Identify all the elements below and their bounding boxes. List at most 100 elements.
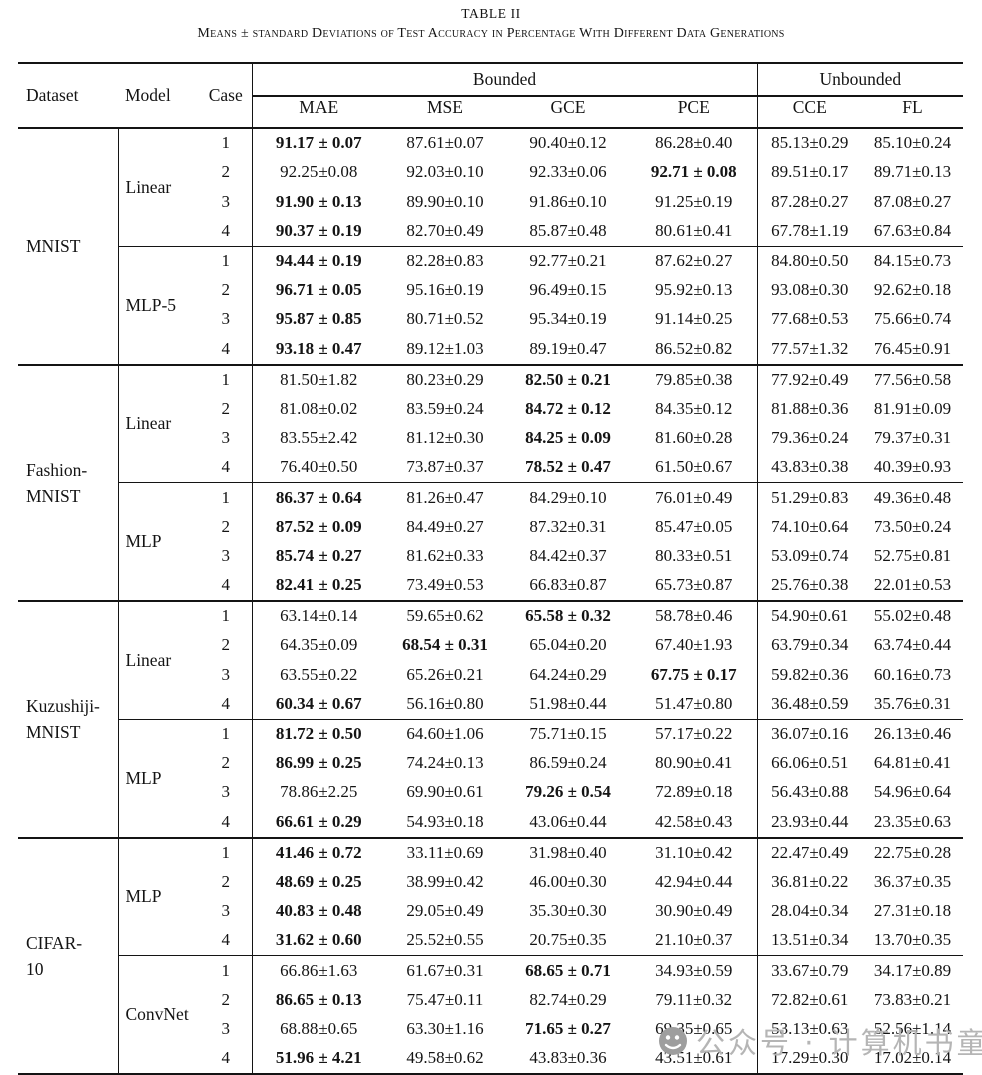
value-cell-mse: 61.67±0.31 [385, 955, 505, 986]
value-cell-cce: 36.81±0.22 [771, 871, 849, 891]
case-cell: 4 [200, 926, 253, 956]
model-cell: Linear [118, 363, 200, 483]
model-cell: MLP-5 [118, 245, 200, 365]
table-row: 3 85.74 ± 0.27 81.62±0.33 84.42±0.37 80.33±0… [18, 541, 963, 571]
case-cell: 1 [200, 245, 253, 276]
value-cell-mae: 93.18 ± 0.47 [275, 338, 362, 358]
value-cell-gce: 20.75±0.35 [529, 930, 607, 950]
col-group-bounded: Bounded [252, 63, 758, 97]
value-cell-pce: 95.92±0.13 [631, 275, 758, 306]
value-cell-cce: 25.76±0.38 [771, 575, 849, 595]
value-cell-fl: 27.31±0.18 [873, 901, 952, 921]
value-cell-mae: 60.34 ± 0.67 [275, 693, 362, 713]
value-cell-pce: 42.58±0.43 [631, 807, 758, 838]
value-cell-cce: 28.04±0.34 [771, 901, 849, 921]
value-cell-gce: 90.40±0.12 [505, 126, 631, 159]
col-header-fl: FL [862, 96, 964, 129]
value-cell-mse: 92.03±0.10 [406, 162, 484, 182]
value-cell-gce: 85.87±0.48 [529, 220, 607, 240]
table-row: CIFAR- 10 MLP 1 41.46 ± 0.72 33.11±0.69 31.98±… [18, 836, 964, 1074]
value-cell-cce: 77.68±0.53 [771, 309, 849, 329]
value-cell-pce: 65.73±0.87 [631, 570, 758, 601]
value-cell-fl: 36.37±0.35 [873, 871, 952, 891]
value-cell-pce: 84.35±0.12 [631, 394, 758, 424]
case-cell: 2 [200, 985, 253, 1015]
table-row: 3 83.55±2.42 81.12±0.30 84.25 ± 0.09 81.60±0… [18, 423, 963, 454]
value-cell-fl: 63.74±0.44 [873, 635, 952, 655]
value-cell-cce: 89.51±0.17 [771, 162, 849, 182]
model-cell: ConvNet [118, 955, 200, 1074]
value-cell-pce: 80.90±0.41 [631, 748, 758, 779]
value-cell-cce: 51.29±0.83 [757, 482, 863, 513]
value-cell-cce: 43.83±0.38 [771, 457, 849, 477]
value-cell-fl: 81.91±0.09 [873, 398, 952, 418]
value-cell-fl: 13.70±0.35 [873, 930, 952, 950]
case-cell: 2 [200, 748, 253, 779]
case-cell: 2 [200, 512, 253, 542]
value-cell-cce: 66.06±0.51 [771, 753, 849, 773]
value-cell-mae: 81.08±0.02 [280, 398, 358, 418]
model-cell: MLP [118, 718, 200, 838]
value-cell-gce: 82.74±0.29 [529, 989, 607, 1009]
value-cell-gce: 87.32±0.31 [529, 516, 607, 536]
value-cell-mae: 87.52 ± 0.09 [275, 516, 362, 536]
value-cell-pce: 81.60±0.28 [631, 423, 758, 454]
value-cell-mae: 78.86±2.25 [280, 782, 358, 802]
value-cell-gce: 84.29±0.10 [505, 482, 631, 513]
value-cell-mse: 73.49±0.53 [406, 575, 484, 595]
value-cell-gce: 51.98±0.44 [529, 693, 607, 713]
value-cell-mae: 76.40±0.50 [280, 457, 358, 477]
case-cell: 1 [200, 126, 253, 159]
value-cell-mae: 48.69 ± 0.25 [275, 871, 362, 891]
value-cell-gce: 65.04±0.20 [529, 635, 607, 655]
value-cell-mae: 86.37 ± 0.64 [252, 482, 385, 513]
value-cell-gce: 43.83±0.36 [529, 1048, 607, 1068]
value-cell-mae: 83.55±2.42 [280, 428, 358, 448]
value-cell-mse: 95.16±0.19 [406, 280, 484, 300]
value-cell-pce: 51.47±0.80 [631, 689, 758, 720]
value-cell-mse: 75.47±0.11 [406, 989, 484, 1009]
value-cell-mse: 89.90±0.10 [406, 191, 484, 211]
value-cell-mae: 81.72 ± 0.50 [252, 718, 385, 749]
case-cell: 3 [200, 305, 253, 335]
value-cell-mae: 86.65 ± 0.13 [275, 989, 362, 1009]
value-cell-gce: 66.83±0.87 [529, 575, 607, 595]
case-cell: 1 [200, 836, 253, 868]
value-cell-fl: 60.16±0.73 [873, 664, 952, 684]
value-cell-mse: 89.12±1.03 [406, 338, 484, 358]
value-cell-fl: 92.62±0.18 [873, 280, 952, 300]
value-cell-pce: 80.33±0.51 [631, 541, 758, 571]
value-cell-mae: 85.74 ± 0.27 [275, 545, 362, 565]
value-cell-cce: 54.90±0.61 [757, 599, 863, 632]
value-cell-pce: 58.78±0.46 [631, 599, 758, 632]
value-cell-fl: 34.17±0.89 [862, 955, 964, 986]
case-cell: 1 [200, 482, 253, 513]
value-cell-mae: 64.35±0.09 [280, 635, 358, 655]
value-cell-cce: 81.88±0.36 [771, 398, 849, 418]
value-cell-pce: 79.11±0.32 [631, 985, 758, 1015]
value-cell-fl: 52.75±0.81 [873, 545, 952, 565]
value-cell-gce: 68.65 ± 0.71 [505, 955, 631, 986]
value-cell-pce: 31.10±0.42 [631, 836, 758, 868]
table-row: MLP-5 1 94.44 ± 0.19 82.28±0.83 92.77±0.21 87… [18, 245, 964, 365]
value-cell-mae: 41.46 ± 0.72 [252, 836, 385, 868]
table-title: Means ± standard Deviations of Test Accu… [197, 26, 785, 41]
case-cell: 1 [200, 718, 253, 749]
value-cell-fl: 67.63±0.84 [873, 220, 952, 240]
value-cell-gce: 79.26 ± 0.54 [525, 782, 611, 802]
value-cell-mse: 82.70±0.49 [406, 220, 484, 240]
value-cell-mae: 86.99 ± 0.25 [275, 753, 362, 773]
value-cell-fl: 54.96±0.64 [873, 782, 952, 802]
value-cell-cce: 56.43±0.88 [771, 782, 849, 802]
value-cell-mse: 29.05±0.49 [406, 901, 484, 921]
dataset-cell: Fashion- MNIST [18, 363, 119, 601]
value-cell-gce: 84.42±0.37 [529, 545, 607, 565]
value-cell-fl: 84.15±0.73 [862, 245, 964, 276]
value-cell-mae: 92.25±0.08 [280, 162, 358, 182]
case-cell: 3 [200, 660, 253, 690]
col-header-mae: MAE [252, 96, 385, 129]
value-cell-fl: 52.56±1.14 [873, 1018, 952, 1038]
value-cell-fl: 55.02±0.48 [862, 599, 964, 632]
table-number: TABLE II [461, 6, 521, 21]
value-cell-fl: 23.35±0.63 [873, 811, 952, 831]
